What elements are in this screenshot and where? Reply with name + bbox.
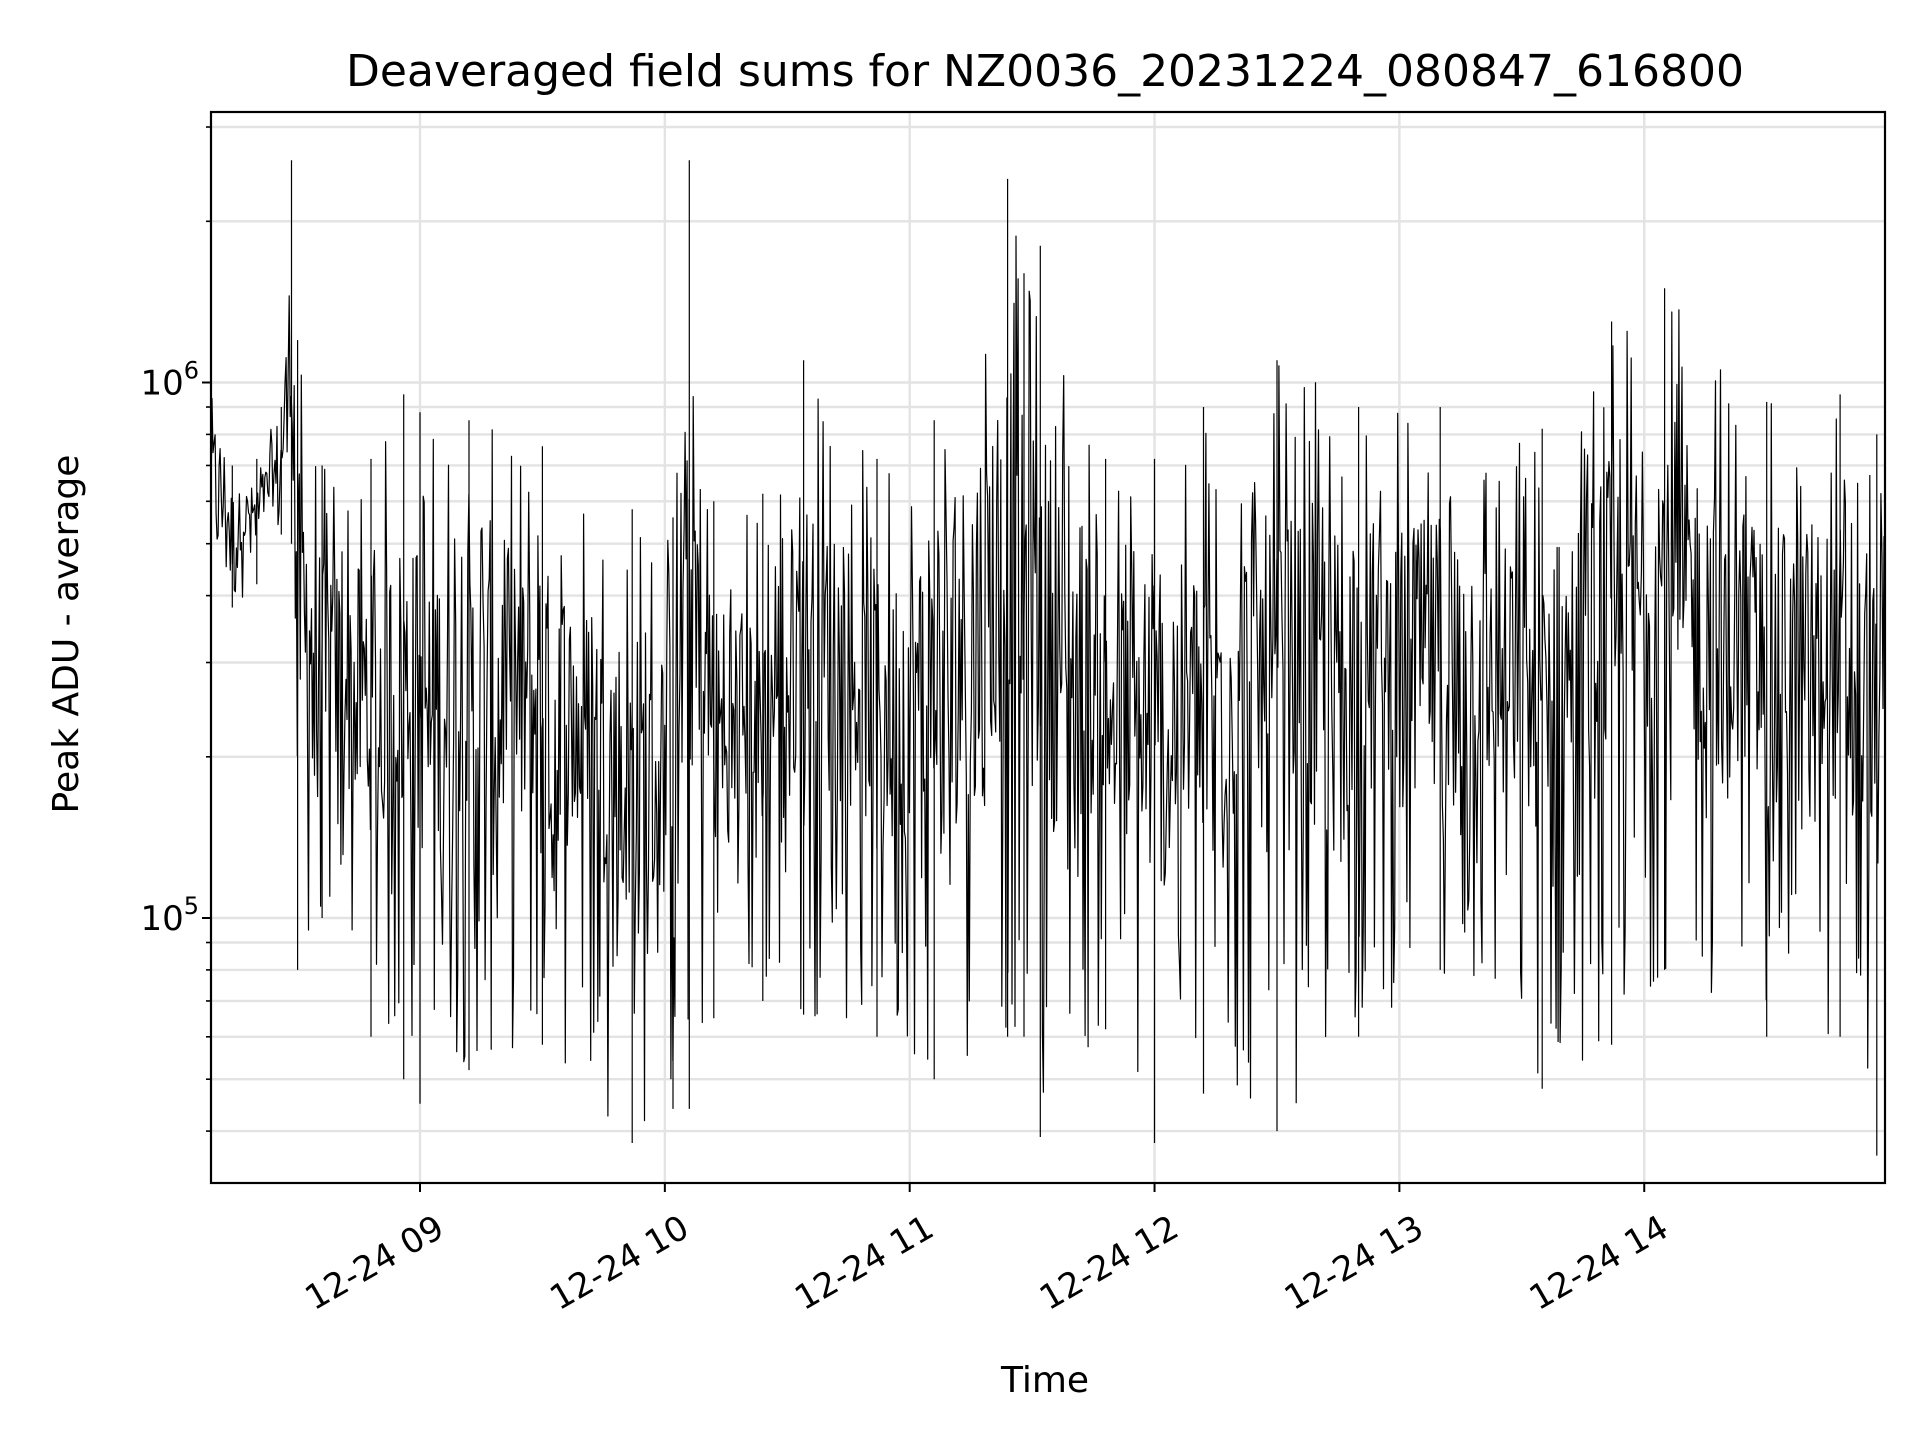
y-axis-label: Peak ADU - average [46, 455, 87, 814]
chart-title: Deaveraged field sums for NZ0036_2023122… [346, 46, 1744, 97]
series-line [210, 235, 1886, 1122]
y-tick-label: 105 [140, 892, 199, 939]
x-axis-label: Time [1000, 1360, 1089, 1401]
plot-frame [209, 110, 1887, 1185]
y-tick-label: 106 [140, 357, 199, 404]
